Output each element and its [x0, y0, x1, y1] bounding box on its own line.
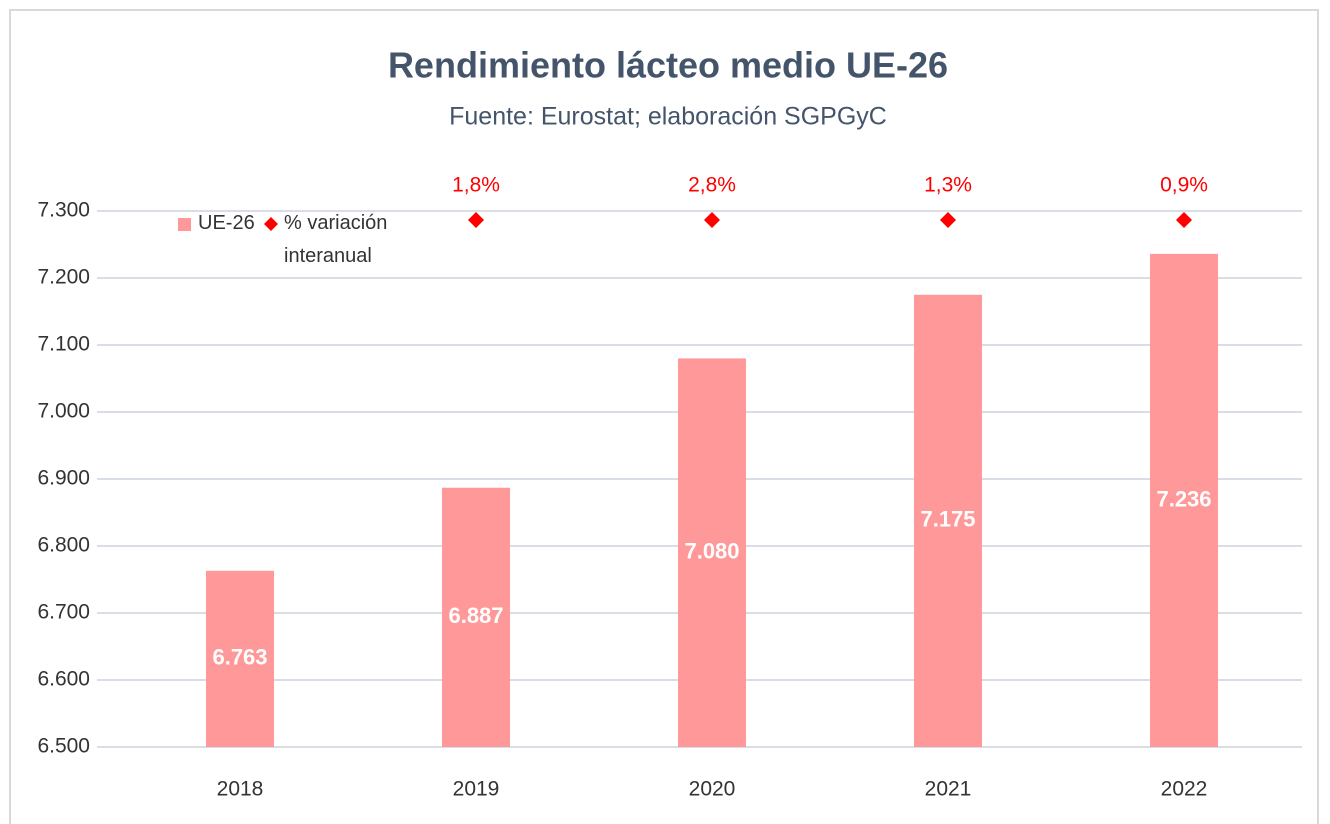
- y-tick-label: 7.000: [37, 400, 90, 423]
- marker: [1176, 212, 1192, 228]
- chart-subtitle: Fuente: Eurostat; elaboración SGPGyC: [449, 103, 887, 131]
- marker: [940, 212, 956, 228]
- bar-value-label: 6.887: [448, 603, 503, 628]
- marker: [468, 212, 484, 228]
- bar-value-label: 7.080: [684, 539, 739, 564]
- marker-value-label: 0,9%: [1160, 174, 1208, 197]
- x-tick-label: 2018: [217, 778, 264, 801]
- marker: [704, 212, 720, 228]
- bar: [678, 358, 746, 747]
- bar-value-label: 7.175: [920, 507, 975, 532]
- bar: [1150, 253, 1218, 747]
- legend-label: UE-26: [198, 212, 255, 234]
- x-tick-label: 2021: [925, 778, 972, 801]
- y-tick-label: 6.800: [37, 534, 90, 557]
- bar: [914, 294, 982, 747]
- y-tick-label: 6.600: [37, 668, 90, 691]
- bar-value-label: 6.763: [212, 645, 267, 670]
- y-tick-label: 6.500: [37, 735, 90, 758]
- y-tick-label: 7.200: [37, 266, 90, 289]
- y-tick-label: 7.100: [37, 333, 90, 356]
- marker-value-label: 2,8%: [688, 174, 736, 197]
- legend-label: % variación interanual: [284, 212, 388, 267]
- legend-item: UE-26: [198, 212, 255, 234]
- marker-value-label: 1,3%: [924, 174, 972, 197]
- x-tick-label: 2019: [453, 778, 500, 801]
- y-tick-label: 6.700: [37, 601, 90, 624]
- y-tick-label: 7.300: [37, 199, 90, 222]
- legend-swatch: [178, 218, 191, 231]
- x-tick-label: 2022: [1161, 778, 1208, 801]
- legend-item: % variación interanual: [284, 212, 388, 267]
- legend-swatch: [264, 217, 278, 231]
- bar: [206, 570, 274, 747]
- chart-title: Rendimiento lácteo medio UE-26: [388, 45, 948, 86]
- bar-value-label: 7.236: [1156, 486, 1211, 511]
- x-tick-label: 2020: [689, 778, 736, 801]
- marker-value-label: 1,8%: [452, 174, 500, 197]
- y-tick-label: 6.900: [37, 467, 90, 490]
- bar: [442, 487, 510, 747]
